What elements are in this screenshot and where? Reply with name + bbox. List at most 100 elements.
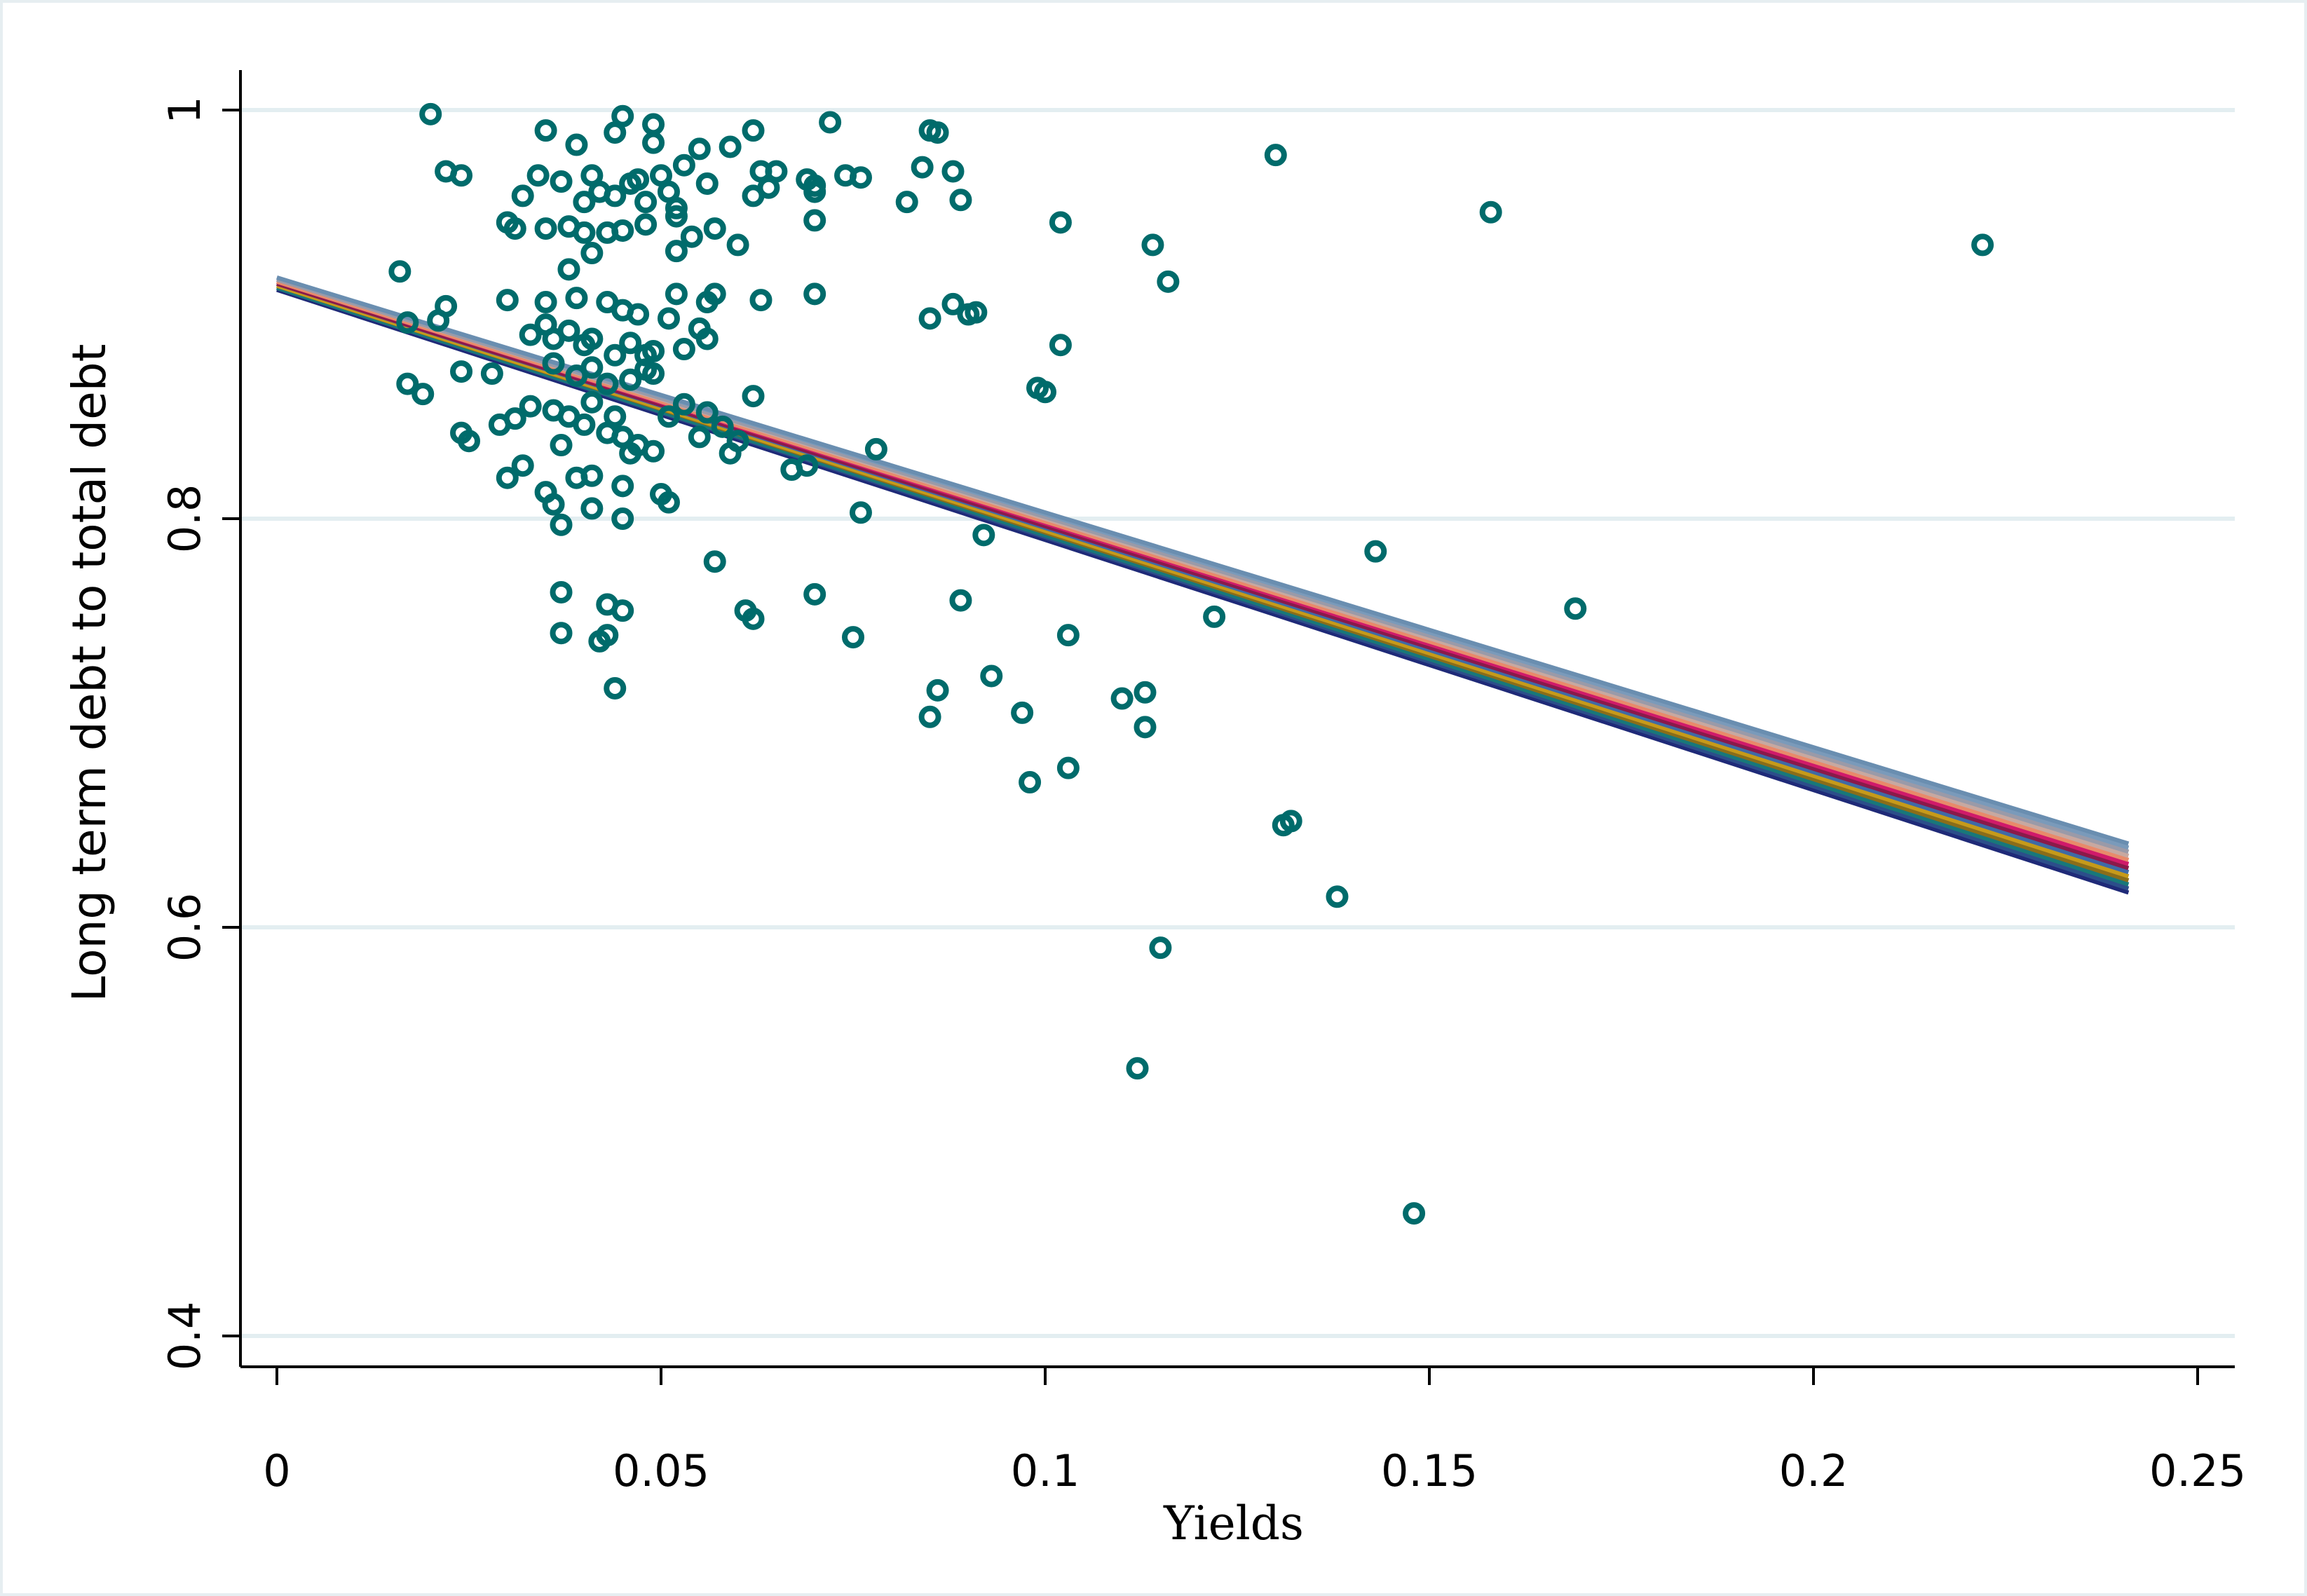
data-point [657, 491, 680, 514]
data-point [611, 475, 634, 498]
data-point [611, 507, 634, 530]
data-point [411, 383, 435, 406]
axes: 0.4 0.6 0.8 1 0 0.05 0.1 0.15 0.2 0.25 [159, 70, 2246, 1496]
data-point [496, 289, 519, 312]
data-point [519, 323, 542, 346]
data-point [634, 191, 658, 214]
y-tick-label: 1 [159, 96, 210, 123]
x-tick-label: 0.2 [1779, 1445, 1849, 1496]
data-point [550, 513, 573, 536]
data-point [458, 430, 480, 453]
data-point [965, 301, 988, 324]
data-point [480, 362, 503, 386]
data-point [642, 439, 665, 463]
data-point [534, 217, 557, 240]
data-point [526, 164, 550, 187]
x-tick-label: 0.1 [1011, 1445, 1080, 1496]
data-point [1279, 810, 1302, 833]
data-point [688, 425, 711, 449]
data-point [580, 356, 604, 379]
data-point [657, 405, 680, 428]
data-point [604, 343, 627, 367]
data-point [388, 260, 411, 283]
data-point [542, 352, 565, 375]
data-point [703, 217, 726, 240]
data-point [1479, 200, 1502, 224]
data-point [849, 166, 872, 189]
data-point [742, 385, 765, 408]
fitted-line-5 [276, 283, 2130, 878]
data-point [941, 160, 965, 183]
data-point [842, 626, 864, 649]
data-point [819, 111, 842, 134]
data-point [980, 664, 1003, 688]
y-axis-label: Long term debt to total debt [62, 343, 116, 1002]
data-point [749, 289, 773, 312]
data-point [503, 217, 526, 240]
data-point [573, 413, 596, 436]
data-point [596, 372, 619, 395]
data-point [642, 339, 665, 362]
data-point [511, 454, 534, 477]
data-point [511, 184, 534, 207]
data-point [1056, 756, 1080, 779]
data-point [695, 327, 719, 350]
data-point [1141, 233, 1164, 257]
data-point [665, 282, 688, 306]
data-point [1149, 936, 1172, 960]
data-point [604, 184, 627, 207]
y-tick-label: 0.6 [159, 893, 210, 962]
data-point [1157, 270, 1180, 293]
data-point [1049, 211, 1072, 234]
data-point [918, 307, 941, 330]
data-point [1034, 381, 1056, 404]
data-point [1134, 716, 1157, 739]
data-point [634, 213, 658, 236]
data-point [396, 311, 419, 334]
data-point [604, 676, 627, 700]
data-point [619, 332, 642, 355]
data-point [695, 172, 719, 195]
data-point [427, 309, 450, 332]
x-tick-label: 0.05 [613, 1445, 709, 1496]
data-point [796, 454, 819, 477]
x-axis-label: Yields [1163, 1496, 1304, 1550]
data-point [450, 164, 473, 187]
data-point [665, 205, 688, 228]
data-point [565, 133, 588, 156]
data-point [803, 209, 826, 232]
data-point [565, 287, 588, 310]
fitted-line-3 [276, 285, 2130, 887]
data-point [1011, 701, 1034, 724]
data-point [1126, 1057, 1149, 1080]
data-point [1019, 771, 1042, 794]
x-tick-label: 0.15 [1381, 1445, 1478, 1496]
data-point [1203, 605, 1226, 628]
gridlines [240, 108, 2235, 1338]
data-point [680, 225, 703, 248]
data-point [1564, 597, 1587, 620]
data-point [949, 589, 972, 612]
x-tick-label: 0 [263, 1445, 290, 1496]
data-point [926, 678, 949, 702]
data-point [1971, 233, 1994, 257]
data-point [926, 121, 949, 144]
data-point [803, 180, 826, 203]
data-point [580, 327, 604, 350]
data-point [742, 119, 765, 142]
data-point [849, 501, 872, 524]
data-point [1134, 681, 1157, 704]
data-point [672, 338, 695, 361]
data-point [726, 233, 749, 257]
fitted-line-1 [276, 287, 2130, 895]
data-point [550, 434, 573, 457]
x-tick-label: 0.25 [2149, 1445, 2246, 1496]
data-point [542, 493, 565, 516]
data-point [665, 196, 688, 219]
data-point [604, 405, 627, 428]
data-point [1403, 1202, 1426, 1225]
data-point [604, 121, 627, 144]
data-point [642, 362, 665, 386]
data-point [450, 360, 473, 383]
